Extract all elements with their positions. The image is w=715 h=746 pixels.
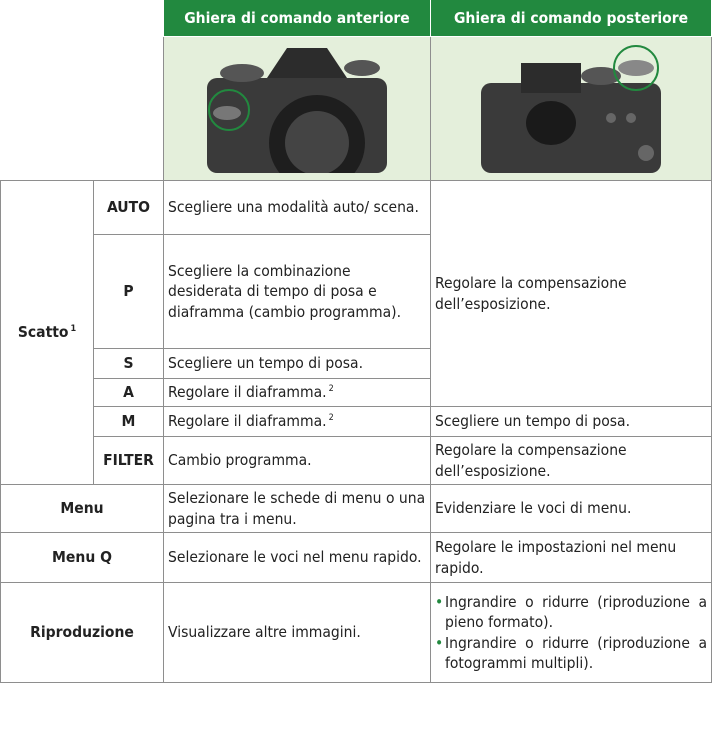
mode: A bbox=[93, 378, 164, 407]
rear-cell: Regolare la compensazione dell’esposizio… bbox=[430, 436, 712, 485]
label-text: Scatto bbox=[17, 323, 69, 342]
header-front: Ghiera di comando anteriore bbox=[163, 0, 431, 37]
front-cell: Scegliere la combinazione desiderata di … bbox=[163, 234, 431, 349]
front-cell: Selezionare le voci nel menu rapido. bbox=[163, 532, 431, 583]
mode: M bbox=[93, 406, 164, 437]
mode: AUTO bbox=[93, 180, 164, 235]
front-cell: Scegliere una modalità auto/ scena. bbox=[163, 180, 431, 235]
footnote: 1 bbox=[70, 324, 77, 335]
bullet-list: Ingrandire o ridurre (riproduzione a pie… bbox=[435, 592, 707, 673]
rear-cell: Ingrandire o ridurre (riproduzione a pie… bbox=[430, 582, 712, 683]
cell-text: Regolare il diaframma. bbox=[168, 412, 327, 431]
bullet-item: Ingrandire o ridurre (riproduzione a pie… bbox=[435, 592, 707, 632]
row-label: Menu bbox=[0, 484, 164, 533]
corner bbox=[1, 0, 164, 37]
front-cell: Selezionare le schede di menu o una pagi… bbox=[163, 484, 431, 533]
bullet-item: Ingrandire o ridurre (riproduzione a fot… bbox=[435, 633, 707, 673]
front-cell: Regolare il diaframma. 2 bbox=[163, 406, 431, 437]
corner bbox=[1, 37, 164, 181]
cell-text: Regolare il diaframma. bbox=[168, 383, 327, 402]
rear-cell: Regolare le impostazioni nel menu rapido… bbox=[430, 532, 712, 583]
row-label: Menu Q bbox=[0, 532, 164, 583]
footnote: 2 bbox=[328, 413, 334, 424]
mode: FILTER bbox=[93, 436, 164, 485]
row-label: Riproduzione bbox=[0, 582, 164, 683]
mode: S bbox=[93, 348, 164, 379]
mode: P bbox=[93, 234, 164, 349]
header-rear: Ghiera di comando posteriore bbox=[430, 0, 712, 37]
front-cell: Scegliere un tempo di posa. bbox=[163, 348, 431, 379]
front-image bbox=[163, 36, 431, 192]
front-cell: Visualizzare altre immagini. bbox=[163, 582, 431, 683]
controls-table: Ghiera di comando anteriore Ghiera di co… bbox=[0, 0, 712, 683]
front-cell: Regolare il diaframma. 2 bbox=[163, 378, 431, 407]
front-dial-camera bbox=[207, 48, 387, 192]
row-label: Scatto 1 bbox=[0, 180, 94, 485]
rear-image bbox=[430, 36, 712, 181]
rear-cell: Scegliere un tempo di posa. bbox=[430, 406, 712, 437]
rear-cell: Regolare la compensazione dell’esposizio… bbox=[430, 180, 712, 407]
footnote: 2 bbox=[328, 384, 334, 395]
rear-cell: Evidenziare le voci di menu. bbox=[430, 484, 712, 533]
front-cell: Cambio programma. bbox=[163, 436, 431, 485]
rear-dial-camera bbox=[481, 45, 661, 174]
